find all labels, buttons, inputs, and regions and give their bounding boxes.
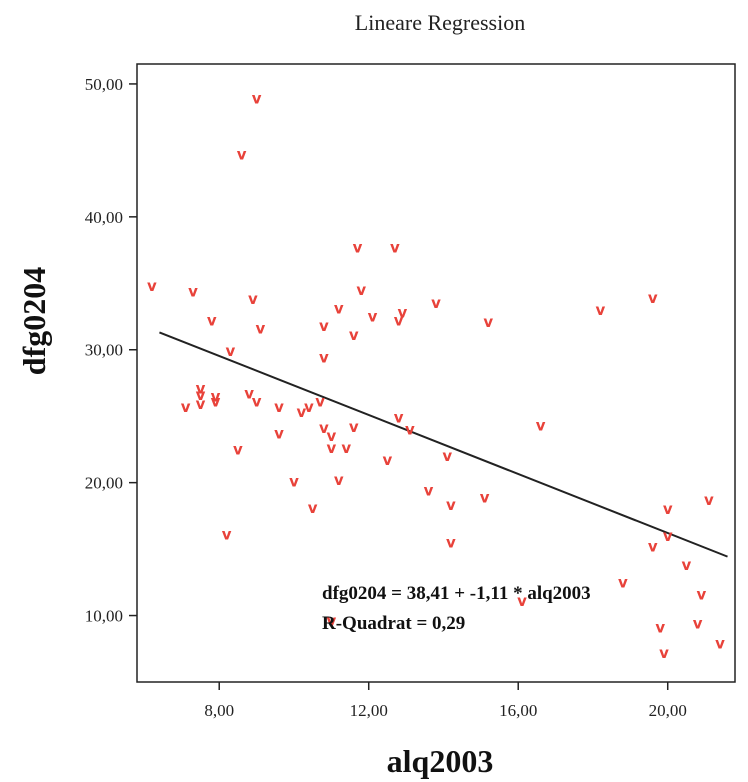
data-point: v (446, 496, 456, 514)
data-point: v (715, 634, 725, 652)
data-point: v (663, 527, 673, 545)
data-point: v (648, 289, 658, 307)
chart-title: Lineare Regression (355, 10, 525, 35)
x-axis-title: alq2003 (387, 743, 494, 779)
data-point: v (368, 308, 378, 326)
data-point: v (326, 427, 336, 445)
data-point: v (682, 556, 692, 574)
data-point: v (696, 585, 706, 603)
data-point: v (446, 533, 456, 551)
data-point: v (424, 482, 434, 500)
data-point: v (383, 451, 393, 469)
x-tick-label: 20,00 (649, 701, 687, 720)
data-point: v (334, 300, 344, 318)
data-point: v (196, 379, 206, 397)
r-squared: R-Quadrat = 0,29 (322, 613, 465, 634)
data-point: v (648, 537, 658, 555)
y-axis-title: dfg0204 (16, 267, 52, 375)
data-point: v (315, 393, 325, 411)
data-point: v (319, 349, 329, 367)
data-point: v (704, 491, 714, 509)
data-point: v (248, 290, 258, 308)
plot-frame (136, 63, 736, 683)
data-point: v (211, 393, 221, 411)
data-point: v (252, 90, 262, 108)
x-axis: 8,00 12,00 16,00 20,00 (204, 682, 687, 720)
data-point: v (405, 420, 415, 438)
data-point: v (663, 500, 673, 518)
data-point: v (237, 145, 247, 163)
data-point: v (480, 488, 490, 506)
data-point: v (304, 398, 314, 416)
data-point: v (188, 282, 198, 300)
x-tick-label: 16,00 (499, 701, 537, 720)
y-axis: 10,00 20,00 30,00 40,00 50,00 (85, 75, 137, 626)
data-point: v (394, 409, 404, 427)
data-point: v (618, 573, 628, 591)
data-point: v (255, 319, 265, 337)
data-point: v (196, 395, 206, 413)
data-point: v (596, 301, 606, 319)
regression-equation: dfg0204 = 38,41 + -1,11 * alq2003 (322, 583, 591, 604)
data-point: v (222, 525, 232, 543)
y-tick-label: 10,00 (85, 607, 123, 626)
data-point: v (693, 615, 703, 633)
data-point: v (397, 304, 407, 322)
data-point: v (252, 393, 262, 411)
data-point: v (536, 416, 546, 434)
data-point: v (349, 418, 359, 436)
data-point: v (181, 398, 191, 416)
data-point: v (326, 612, 336, 630)
data-point: v (297, 403, 307, 421)
y-tick-label: 50,00 (85, 75, 123, 94)
data-point: v (289, 472, 299, 490)
data-point: v (196, 386, 206, 404)
x-tick-label: 12,00 (350, 701, 388, 720)
data-point: v (308, 499, 318, 517)
y-tick-label: 30,00 (85, 341, 123, 360)
data-point: v (394, 312, 404, 330)
data-point: v (233, 440, 243, 458)
data-point: v (517, 592, 527, 610)
data-point: v (341, 439, 351, 457)
data-point: v (349, 326, 359, 344)
data-point: v (353, 238, 363, 256)
data-point: v (244, 385, 254, 403)
data-point: v (326, 439, 336, 457)
x-tick-label: 8,00 (204, 701, 234, 720)
data-point: v (147, 277, 157, 295)
regression-line (159, 331, 728, 558)
y-tick-label: 20,00 (85, 474, 123, 493)
data-point: v (207, 312, 217, 330)
data-point: v (356, 281, 366, 299)
data-point: v (442, 447, 452, 465)
data-point: v (655, 619, 665, 637)
data-point: v (274, 398, 284, 416)
y-tick-label: 40,00 (85, 208, 123, 227)
data-points: vvvvvvvvvvvvvvvvvvvvvvvvvvvvvvvvvvvvvvvv… (147, 90, 725, 662)
data-point: v (431, 294, 441, 312)
data-point: v (274, 424, 284, 442)
data-point: v (390, 238, 400, 256)
data-point: v (319, 419, 329, 437)
data-point: v (659, 644, 669, 662)
data-point: v (483, 313, 493, 331)
data-point: v (211, 387, 221, 405)
data-point: v (226, 342, 236, 360)
data-point: v (319, 317, 329, 335)
data-point: v (334, 471, 344, 489)
